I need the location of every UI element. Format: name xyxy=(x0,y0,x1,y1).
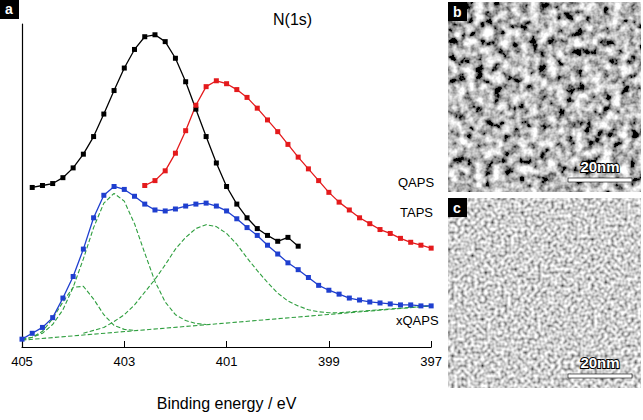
svg-text:xQAPS: xQAPS xyxy=(396,313,439,328)
svg-text:QAPS: QAPS xyxy=(398,175,434,190)
svg-text:Binding energy / eV: Binding energy / eV xyxy=(157,395,297,412)
svg-text:a: a xyxy=(5,1,13,17)
svg-text:20nm: 20nm xyxy=(580,158,619,175)
svg-text:401: 401 xyxy=(216,354,238,369)
svg-text:20nm: 20nm xyxy=(580,354,619,371)
svg-text:b: b xyxy=(453,4,462,20)
svg-text:TAPS: TAPS xyxy=(400,205,433,220)
svg-text:N(1s): N(1s) xyxy=(273,11,312,28)
svg-text:c: c xyxy=(453,200,461,216)
svg-text:397: 397 xyxy=(420,354,442,369)
svg-text:403: 403 xyxy=(113,354,135,369)
svg-text:399: 399 xyxy=(318,354,340,369)
svg-text:405: 405 xyxy=(11,354,33,369)
